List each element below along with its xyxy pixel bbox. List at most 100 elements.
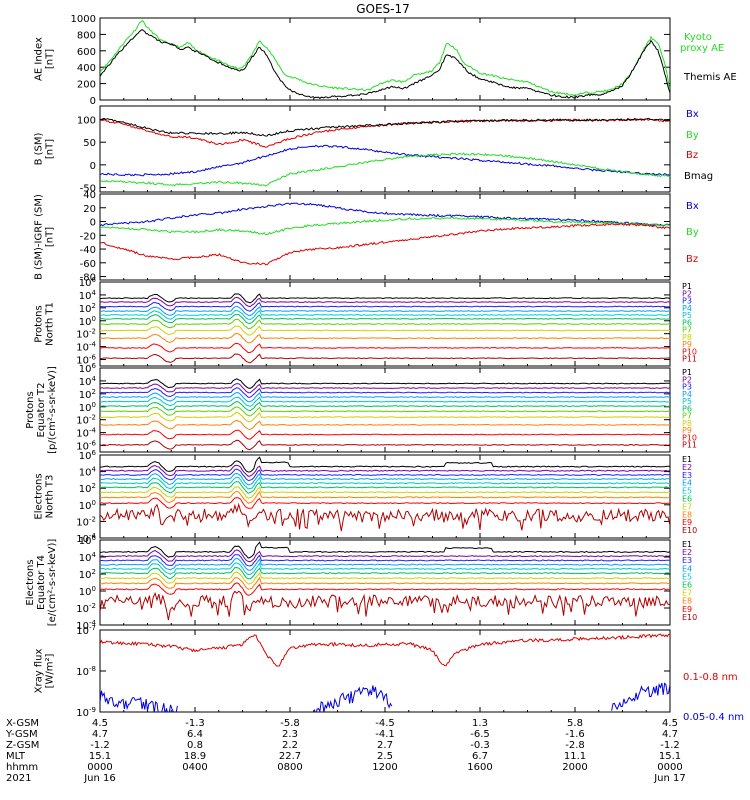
- panel-ae: 0 200 400 600 800 1000 AE Index [nT] Kyotoproxy …: [34, 14, 737, 107]
- y-tick-label: 10-2: [76, 602, 96, 615]
- y-axis-title: Equator T2: [36, 383, 47, 438]
- panel-bminusigrf: -80 -60 -40 -20 0 20 40 B (SM)-IGRF (SM) [nT] Bx B…: [34, 190, 699, 284]
- channel-line-p2: [100, 296, 670, 308]
- legend-entry: Themis AE: [683, 72, 737, 83]
- y-tick-label: 10-4: [76, 532, 96, 545]
- panel-frame: [99, 629, 671, 713]
- series-line-by: [100, 152, 670, 187]
- series-line-bx: [100, 144, 670, 177]
- y-tick-label: 0: [90, 161, 96, 172]
- channel-line-p10: [100, 342, 670, 354]
- legend-entry: E9: [682, 518, 692, 527]
- y-tick-label: 106: [79, 362, 97, 375]
- legend-entry: Bx: [686, 109, 699, 120]
- ephemeris-value: 6.4: [187, 729, 203, 740]
- y-tick-label: 10-9: [76, 706, 96, 719]
- y-axis-title: [W/m²]: [45, 653, 56, 688]
- y-axis-title: Electrons: [34, 473, 45, 519]
- panel-data: [100, 19, 670, 100]
- channel-line-p6: [100, 400, 670, 412]
- legend-entry: P11: [682, 355, 697, 364]
- channel-line-e4: [100, 472, 670, 486]
- legend-entry: E4: [682, 479, 692, 488]
- ephemeris-value: 2.5: [377, 751, 393, 762]
- y-tick-label: 40: [83, 190, 96, 201]
- ephemeris-value: 2.2: [282, 740, 298, 751]
- ephemeris-value: 18.9: [184, 751, 206, 762]
- ephemeris-value: Jun 17: [653, 773, 686, 784]
- channel-line-p10: [100, 429, 670, 440]
- y-axis-title: Electrons: [25, 559, 36, 605]
- y-tick-label: 200: [77, 80, 96, 91]
- ephemeris-value: 15.1: [89, 751, 111, 762]
- ephemeris-value: 1600: [467, 762, 492, 773]
- y-tick-label: 0: [90, 96, 96, 107]
- ephemeris-value: 4.7: [92, 729, 108, 740]
- ephemeris-value: -1.6: [565, 729, 585, 740]
- y-tick-label: 10-4: [76, 341, 96, 354]
- y-tick-label: 102: [79, 568, 96, 581]
- y-tick-label: -40: [80, 245, 96, 256]
- ephemeris-row-label: X-GSM: [6, 718, 39, 729]
- y-tick-label: -20: [80, 231, 96, 242]
- y-tick-label: 104: [79, 466, 97, 479]
- legend-entry: proxy AE: [680, 43, 724, 54]
- legend-entry: E6: [682, 581, 692, 590]
- panel-xray: 10-7 10-8 10-9 Xray flux [W/m²] 0.1-0.8 nm 0.0…: [34, 624, 745, 723]
- y-tick-label: -80: [80, 273, 96, 284]
- y-tick-label: 106: [79, 276, 97, 289]
- channel-line-p9: [100, 332, 670, 344]
- legend-entry: E4: [682, 564, 692, 573]
- channel-line-e5: [100, 562, 670, 575]
- legend-entry: P4: [682, 304, 692, 313]
- y-tick-label: 100: [79, 499, 96, 512]
- panel-electrons-equator: 106 104 102 100 10-2 10-4 Electrons Equator T4[…: [25, 534, 697, 632]
- ephemeris-value: -4.5: [375, 718, 395, 729]
- y-axis-title: North T3: [45, 475, 56, 519]
- legend-entry: E8: [682, 510, 692, 519]
- legend-entry: E2: [682, 463, 692, 472]
- channel-line-e10: [100, 502, 670, 532]
- channel-line-e9: [100, 497, 670, 509]
- series-line-themis-ae: [100, 28, 670, 100]
- legend-entry: P1: [682, 282, 692, 291]
- panel-data: [100, 378, 670, 451]
- legend-entry: P4: [682, 390, 692, 399]
- ephemeris-value: 1200: [372, 762, 397, 773]
- legend-entry: E1: [682, 540, 692, 549]
- panel-data: [100, 541, 670, 621]
- legend-entry: E5: [682, 572, 692, 581]
- channel-line-p5: [100, 309, 670, 321]
- channel-line-e5: [100, 476, 670, 490]
- series-line-kyoto-proxy-ae: [100, 19, 670, 97]
- ephemeris-value: 11.1: [564, 751, 586, 762]
- series-line-bz: [100, 222, 670, 266]
- ephemeris-value: -5.8: [280, 718, 300, 729]
- panel-bfield: -50 0 50 100 B (SM) [nT] Bx By Bz Bmag: [34, 105, 713, 194]
- panel-data: [100, 202, 670, 266]
- ephemeris-value: 5.8: [567, 718, 583, 729]
- legend-entry: E7: [682, 589, 692, 598]
- y-tick-label: 10-8: [76, 665, 96, 678]
- ephemeris-value: 15.1: [659, 751, 681, 762]
- y-axis-title: [nT]: [45, 49, 56, 69]
- series-line-0-05-0-4-nm: [611, 682, 670, 711]
- channel-line-p3: [100, 301, 670, 312]
- series-line-by: [100, 216, 670, 236]
- y-tick-label: 104: [79, 375, 97, 388]
- ephemeris-value: -1.2: [660, 740, 680, 751]
- legend-entry: E2: [682, 548, 692, 557]
- y-tick-label: 106: [79, 534, 97, 547]
- ephemeris-value: 0000: [657, 762, 682, 773]
- y-tick-label: 102: [79, 388, 96, 401]
- channel-line-p1: [100, 293, 670, 304]
- y-tick-label: 104: [79, 551, 97, 564]
- series-line-0-1-0-8-nm: [100, 633, 670, 667]
- y-axis-title: Xray flux: [34, 649, 45, 694]
- legend-entry: P5: [682, 311, 692, 320]
- channel-line-e7: [100, 571, 670, 585]
- y-tick-label: 102: [79, 482, 96, 495]
- y-tick-label: 10-2: [76, 328, 96, 341]
- y-axis-title: North T1: [45, 302, 56, 346]
- legend-entry: E9: [682, 605, 692, 614]
